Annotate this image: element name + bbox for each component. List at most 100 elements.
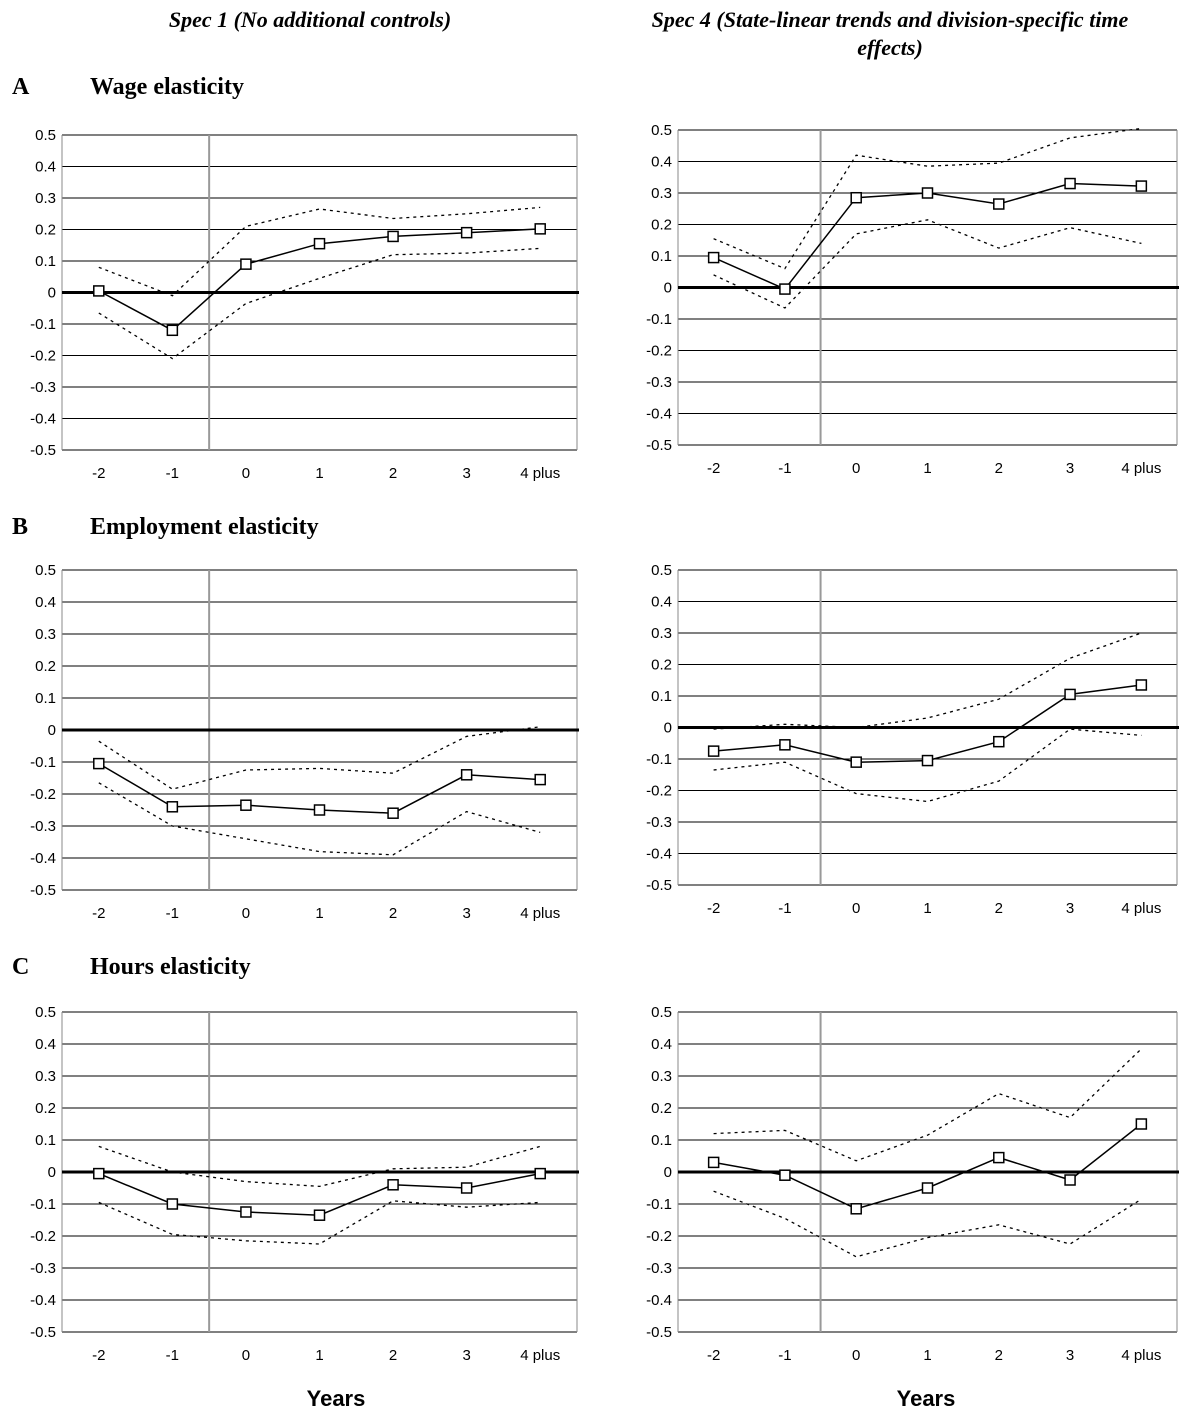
panel-label-c: C Hours elasticity bbox=[12, 954, 251, 981]
x-tick-label: 2 bbox=[389, 905, 397, 922]
y-tick-label: 0.1 bbox=[651, 248, 672, 265]
y-tick-label: -0.5 bbox=[30, 1324, 56, 1341]
y-tick-label: -0.5 bbox=[646, 1324, 672, 1341]
estimate-marker bbox=[460, 226, 473, 239]
x-tick-label: 2 bbox=[389, 465, 397, 482]
panel-letter: B bbox=[12, 514, 29, 540]
estimate-marker bbox=[1064, 1174, 1076, 1186]
estimate-line bbox=[713, 684, 1142, 763]
x-axis-title-left: Years bbox=[306, 1386, 366, 1411]
y-tick-label: 0.5 bbox=[35, 127, 56, 144]
x-tick-label: 4 plus bbox=[1121, 900, 1161, 917]
panel-label-b: B Employment elasticity bbox=[12, 514, 319, 541]
estimate-marker bbox=[921, 1182, 934, 1194]
y-tick-label: 0.3 bbox=[651, 625, 672, 642]
y-tick-label: -0.3 bbox=[646, 1260, 672, 1277]
estimate-marker bbox=[707, 1156, 720, 1169]
y-tick-label: -0.3 bbox=[30, 379, 56, 396]
chart-wage-spec4: 0.5 0.4 0.3 0.2 0.1 0 -0.1 -0.2 -0.3 -0.4 -0.5 -2 -1… bbox=[646, 122, 1179, 477]
y-tick-label: 0.4 bbox=[35, 594, 56, 611]
x-tick-label: 4 plus bbox=[520, 465, 560, 482]
y-tick-label: -0.4 bbox=[646, 1292, 672, 1309]
y-tick-label: 0.3 bbox=[651, 1068, 672, 1085]
estimate-marker bbox=[921, 187, 934, 199]
estimate-marker bbox=[240, 1206, 252, 1218]
estimate-marker bbox=[850, 756, 862, 768]
panel-letter: C bbox=[12, 954, 30, 980]
y-tick-label: -0.3 bbox=[30, 1260, 56, 1277]
chart-hours-spec4: 0.5 0.4 0.3 0.2 0.1 0 -0.1 -0.2 -0.3 -0.4 -0.5 -2 -1… bbox=[646, 1004, 1179, 1364]
panel-letter: A bbox=[12, 74, 30, 100]
x-tick-label: 4 plus bbox=[520, 905, 560, 922]
estimate-marker bbox=[240, 258, 252, 270]
y-tick-label: 0.4 bbox=[651, 594, 672, 611]
panel-title: Wage elasticity bbox=[90, 74, 244, 100]
x-tick-label: 3 bbox=[462, 465, 470, 482]
x-tick-label: 3 bbox=[1066, 460, 1074, 477]
y-tick-label: -0.4 bbox=[646, 846, 672, 863]
estimate-line bbox=[713, 1123, 1142, 1210]
y-tick-label: 0.2 bbox=[651, 1100, 672, 1117]
estimate-marker bbox=[166, 1198, 179, 1210]
estimate-marker bbox=[534, 773, 546, 786]
y-tick-label: 0 bbox=[48, 1164, 56, 1181]
x-tick-label: -1 bbox=[778, 900, 791, 917]
confidence-bound-upper bbox=[98, 1145, 541, 1188]
y-tick-label: 0.1 bbox=[35, 253, 56, 270]
estimate-marker bbox=[93, 1167, 105, 1180]
y-tick-label: -0.2 bbox=[30, 348, 56, 365]
y-tick-label: 0.3 bbox=[35, 190, 56, 207]
confidence-bound-upper bbox=[98, 206, 541, 297]
y-tick-label: -0.2 bbox=[646, 1228, 672, 1245]
right-column-title: Spec 4 (State-linear trends and division… bbox=[651, 7, 1129, 60]
x-tick-label: -1 bbox=[778, 460, 791, 477]
y-tick-label: 0.5 bbox=[651, 1004, 672, 1021]
x-tick-label: 0 bbox=[242, 1347, 250, 1364]
confidence-bound-lower bbox=[98, 782, 541, 856]
y-tick-label: 0.4 bbox=[35, 1036, 56, 1053]
y-tick-label: 0.5 bbox=[35, 562, 56, 579]
y-tick-label: -0.5 bbox=[30, 882, 56, 899]
y-tick-label: 0.3 bbox=[35, 1068, 56, 1085]
estimate-marker bbox=[313, 804, 326, 816]
estimate-marker bbox=[850, 1203, 862, 1215]
panel-title: Hours elasticity bbox=[90, 954, 251, 980]
x-tick-label: 1 bbox=[923, 460, 931, 477]
x-tick-label: 1 bbox=[923, 900, 931, 917]
y-tick-label: 0.2 bbox=[651, 657, 672, 674]
y-tick-label: -0.5 bbox=[30, 442, 56, 459]
y-tick-label: 0.2 bbox=[35, 1100, 56, 1117]
estimate-marker bbox=[707, 251, 720, 264]
estimate-marker bbox=[313, 237, 326, 250]
x-tick-label: -1 bbox=[166, 465, 179, 482]
y-tick-label: 0 bbox=[48, 285, 56, 302]
estimate-marker bbox=[1064, 177, 1076, 190]
x-tick-label: 0 bbox=[242, 465, 250, 482]
x-axis-title-right: Years bbox=[896, 1386, 956, 1411]
x-tick-label: 3 bbox=[462, 905, 470, 922]
estimate-marker bbox=[921, 754, 934, 767]
y-tick-label: -0.4 bbox=[30, 411, 56, 428]
x-tick-label: -2 bbox=[707, 1347, 720, 1364]
y-tick-label: -0.2 bbox=[30, 1228, 56, 1245]
x-tick-label: 0 bbox=[852, 1347, 860, 1364]
x-tick-label: 2 bbox=[995, 900, 1003, 917]
chart-wage-spec1: 0.5 0.4 0.3 0.2 0.1 0 -0.1 -0.2 -0.3 -0.4 -0.5 -2 -1… bbox=[30, 127, 579, 482]
x-tick-label: 4 plus bbox=[520, 1347, 560, 1364]
x-tick-label: -2 bbox=[92, 905, 105, 922]
estimate-marker bbox=[387, 230, 399, 243]
estimate-marker bbox=[534, 1167, 546, 1180]
confidence-bound-lower bbox=[98, 247, 541, 360]
estimate-marker bbox=[460, 769, 473, 781]
x-tick-label: -2 bbox=[707, 900, 720, 917]
estimate-marker bbox=[313, 1209, 326, 1221]
x-tick-label: -1 bbox=[166, 1347, 179, 1364]
y-tick-label: 0.2 bbox=[651, 217, 672, 234]
x-tick-label: 2 bbox=[995, 460, 1003, 477]
y-tick-label: -0.4 bbox=[30, 850, 56, 867]
panel-title: Employment elasticity bbox=[90, 514, 319, 540]
confidence-bound-upper bbox=[713, 1048, 1142, 1162]
estimate-marker bbox=[166, 801, 179, 813]
estimate-marker bbox=[993, 198, 1005, 210]
y-tick-label: -0.1 bbox=[30, 316, 56, 333]
